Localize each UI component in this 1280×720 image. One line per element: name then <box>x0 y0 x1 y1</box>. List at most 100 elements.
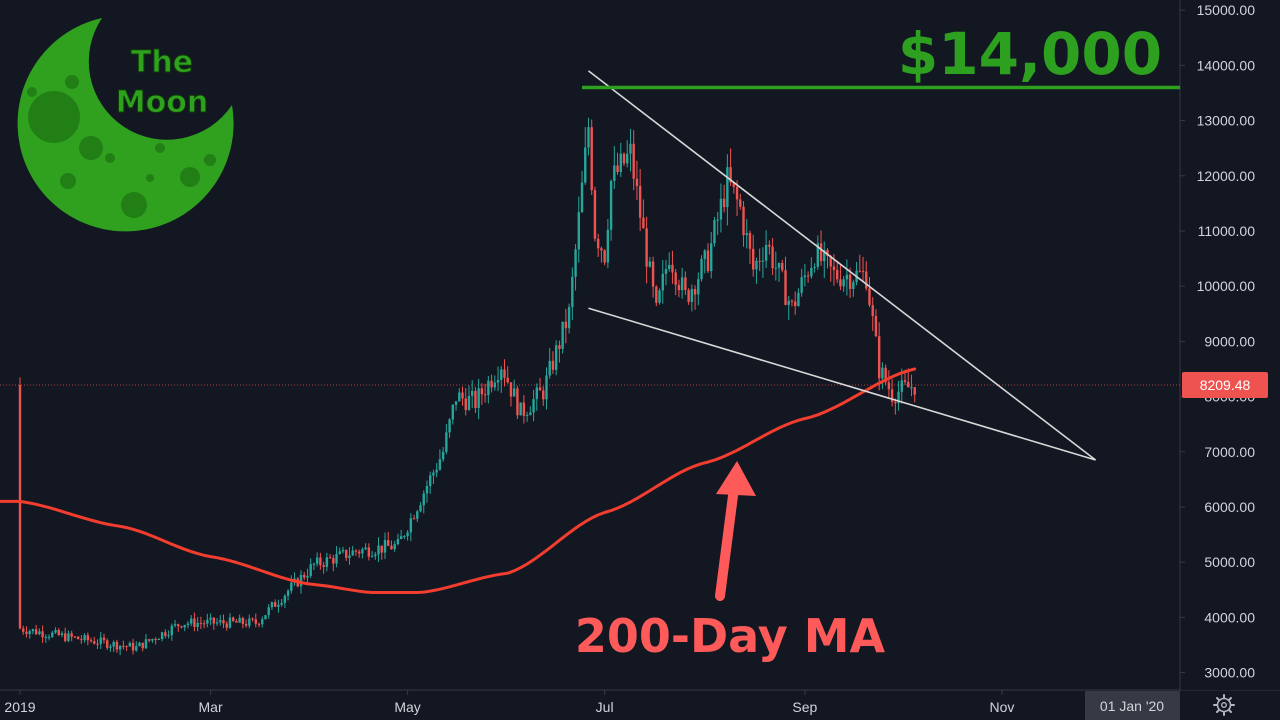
candle-body <box>44 637 48 639</box>
candle-body <box>735 186 739 200</box>
candle-body <box>93 641 96 644</box>
candle-body <box>222 620 225 624</box>
candle-body <box>684 277 687 291</box>
candle-body <box>374 554 377 557</box>
candle-body <box>464 398 467 410</box>
candle-body <box>887 382 891 390</box>
candle-body <box>648 261 652 267</box>
candle-body <box>771 246 774 269</box>
candle-body <box>135 646 138 651</box>
candle-body <box>545 375 548 400</box>
candle-body <box>690 288 694 302</box>
candle-body <box>693 288 697 295</box>
price-tick-label: 3000.00 <box>1204 665 1255 681</box>
candle-body <box>571 276 574 307</box>
candle-body <box>803 275 807 278</box>
price-tick-label: 15000.00 <box>1197 2 1256 18</box>
candle-body <box>903 380 907 382</box>
candle-body <box>445 432 448 452</box>
candle-body <box>826 250 829 256</box>
candle-body <box>257 623 261 625</box>
candle-body <box>496 379 500 383</box>
candle-body <box>842 279 845 287</box>
candle-body <box>461 392 464 399</box>
candle-body <box>409 518 413 533</box>
candle-body <box>680 277 684 291</box>
candle-body <box>231 617 235 621</box>
candle-body <box>561 321 564 349</box>
candle-body <box>525 415 529 417</box>
candle-body <box>393 544 396 550</box>
candle-body <box>613 165 616 181</box>
settings-gear-icon[interactable] <box>1213 694 1235 716</box>
candle-body <box>167 635 170 637</box>
price-tick-label: 4000.00 <box>1204 609 1255 625</box>
candle-body <box>416 511 419 519</box>
arrow-head <box>716 461 756 496</box>
candle-body <box>325 557 329 567</box>
candle-body <box>38 631 41 635</box>
candle-body <box>118 645 122 650</box>
candle-body <box>351 550 354 556</box>
candle-body <box>387 540 390 546</box>
target-price-label: $14,000 <box>898 20 1162 88</box>
candle-body <box>532 399 535 413</box>
candle-body <box>894 401 897 404</box>
candle-body <box>138 642 141 647</box>
wedge-lower-line <box>588 307 1096 461</box>
candle-body <box>590 127 593 191</box>
candle-body <box>703 250 706 259</box>
candle-body <box>755 260 758 270</box>
candle-body <box>819 243 823 262</box>
candle-body <box>341 549 345 552</box>
candle-body <box>674 272 677 285</box>
candle-body <box>67 633 70 641</box>
candle-body <box>332 558 335 564</box>
candle-body <box>483 394 487 396</box>
candle-body <box>193 618 196 627</box>
candle-body <box>664 269 668 274</box>
candle-body <box>219 620 222 623</box>
candle-body <box>593 190 597 239</box>
candle-body <box>454 401 458 405</box>
candle-body <box>564 321 568 329</box>
candle-body <box>277 604 280 607</box>
candle-body <box>396 539 400 545</box>
candle-body <box>761 260 765 262</box>
candle-body <box>677 284 681 291</box>
candle-body <box>28 631 31 634</box>
candle-body <box>784 270 787 305</box>
candle-body <box>874 315 878 337</box>
candle-body <box>315 557 319 564</box>
candle-body <box>370 556 374 558</box>
candle-body <box>487 380 490 396</box>
candle-body <box>490 380 493 388</box>
candle-body <box>299 574 303 587</box>
candle-body <box>558 345 561 349</box>
last-price-tag: 8209.48 <box>1182 372 1268 398</box>
wedge-upper-line <box>587 70 1097 461</box>
candle-body <box>189 618 193 624</box>
candle-body <box>810 267 813 277</box>
candle-body <box>729 167 732 183</box>
price-tick-label: 9000.00 <box>1204 333 1255 349</box>
time-axis[interactable] <box>0 691 1280 720</box>
last-price-box <box>1182 372 1268 398</box>
candle-body <box>848 274 852 289</box>
candle-body <box>425 485 429 494</box>
candle-body <box>248 618 251 626</box>
candle-body <box>367 547 371 557</box>
candle-body <box>438 459 442 470</box>
candle-body <box>215 622 219 624</box>
candle-body <box>25 631 28 634</box>
candle-body <box>671 264 674 273</box>
price-axis[interactable] <box>1181 0 1280 690</box>
candle-body <box>794 301 797 307</box>
candlestick-series <box>18 117 916 656</box>
candle-body <box>319 557 322 566</box>
candle-body <box>877 336 881 379</box>
candle-body <box>144 639 148 649</box>
candle-body <box>51 632 54 637</box>
candle-body <box>280 602 283 605</box>
